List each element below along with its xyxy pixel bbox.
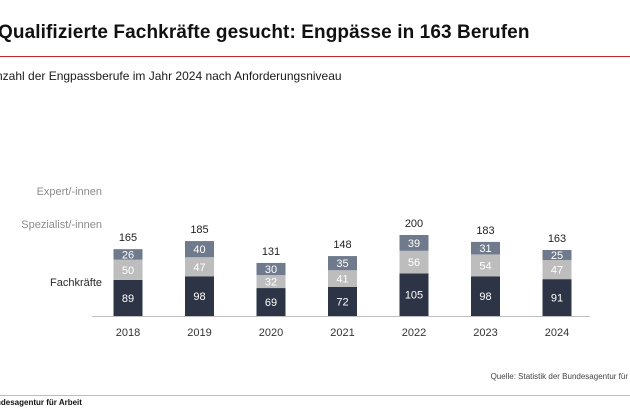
data-label-fachkraefte: 91 <box>551 293 563 305</box>
data-label-spezialist: 32 <box>265 277 277 289</box>
bar-segment-fachkraefte <box>542 279 572 316</box>
data-label-spezialist: 47 <box>551 265 563 277</box>
bar-segment-spezialist <box>399 250 429 274</box>
data-label-spezialist: 54 <box>479 260 491 272</box>
data-label-expert: 31 <box>479 243 491 255</box>
bar-segment-expert <box>256 262 286 276</box>
chart-subtitle: nzahl der Engpassberufe im Jahr 2024 nac… <box>0 69 342 83</box>
data-label-spezialist: 47 <box>193 262 205 274</box>
bar-segment-spezialist <box>542 260 572 280</box>
data-label-fachkraefte: 72 <box>336 296 348 308</box>
x-tick-label: 2021 <box>330 327 354 339</box>
x-tick-label: 2018 <box>116 327 140 339</box>
bar-segment-spezialist <box>471 254 500 277</box>
bar-segment-expert <box>113 249 143 260</box>
data-label-fachkraefte: 98 <box>479 291 491 303</box>
bar-segment-fachkraefte <box>399 273 429 316</box>
x-tick-label: 2022 <box>402 327 426 339</box>
bar-segment-expert <box>399 235 429 251</box>
data-label-fachkraefte: 98 <box>193 291 205 303</box>
data-label-fachkraefte: 89 <box>122 293 134 305</box>
data-label-expert: 26 <box>122 249 134 261</box>
bar-segment-expert <box>471 241 500 255</box>
data-label-fachkraefte: 69 <box>265 297 277 309</box>
footer-text: ndesagentur für Arbeit <box>0 398 82 407</box>
data-label-spezialist: 41 <box>336 274 348 286</box>
data-label-spezialist: 56 <box>408 257 420 269</box>
x-tick-label: 2020 <box>259 327 283 339</box>
bar-segment-expert <box>328 256 357 271</box>
total-label: 131 <box>262 246 280 258</box>
x-tick-label: 2024 <box>545 327 569 339</box>
total-label: 165 <box>119 232 137 244</box>
bar-segment-fachkraefte <box>113 279 143 316</box>
bar-segment-fachkraefte <box>256 288 286 316</box>
total-label: 183 <box>476 225 494 237</box>
bar-segment-spezialist <box>328 270 357 287</box>
total-label: 163 <box>548 233 566 245</box>
bar-segment-fachkraefte <box>185 276 214 316</box>
data-label-expert: 25 <box>551 250 563 262</box>
legend-label-fachkraefte: Fachkräfte <box>50 277 102 289</box>
footer-rule <box>0 395 630 396</box>
title-rule <box>0 56 630 57</box>
bar-segment-spezialist <box>113 259 143 280</box>
data-label-expert: 40 <box>193 244 205 256</box>
x-tick-label: 2019 <box>187 327 211 339</box>
total-label: 200 <box>405 218 423 230</box>
bar-segment-spezialist <box>256 275 286 289</box>
legend-label-spezialist: Spezialist/-innen <box>21 219 102 231</box>
total-label: 148 <box>333 239 351 251</box>
bar-segment-fachkraefte <box>471 276 500 316</box>
bar-segment-expert <box>185 241 214 258</box>
bar-segment-spezialist <box>185 257 214 277</box>
x-tick-label: 2023 <box>473 327 497 339</box>
data-label-expert: 35 <box>336 258 348 270</box>
total-label: 185 <box>190 224 208 236</box>
legend-label-expert: Expert/-innen <box>36 186 102 198</box>
chart-title: Qualifizierte Fachkräfte gesucht: Engpäs… <box>0 22 530 43</box>
data-label-spezialist: 50 <box>122 265 134 277</box>
source-note: Quelle: Statistik der Bundesagentur für <box>490 372 628 381</box>
data-label-expert: 39 <box>408 238 420 250</box>
data-label-fachkraefte: 105 <box>405 290 423 302</box>
bar-segment-expert <box>542 249 572 261</box>
bar-segment-fachkraefte <box>328 286 357 316</box>
data-label-expert: 30 <box>265 264 277 276</box>
